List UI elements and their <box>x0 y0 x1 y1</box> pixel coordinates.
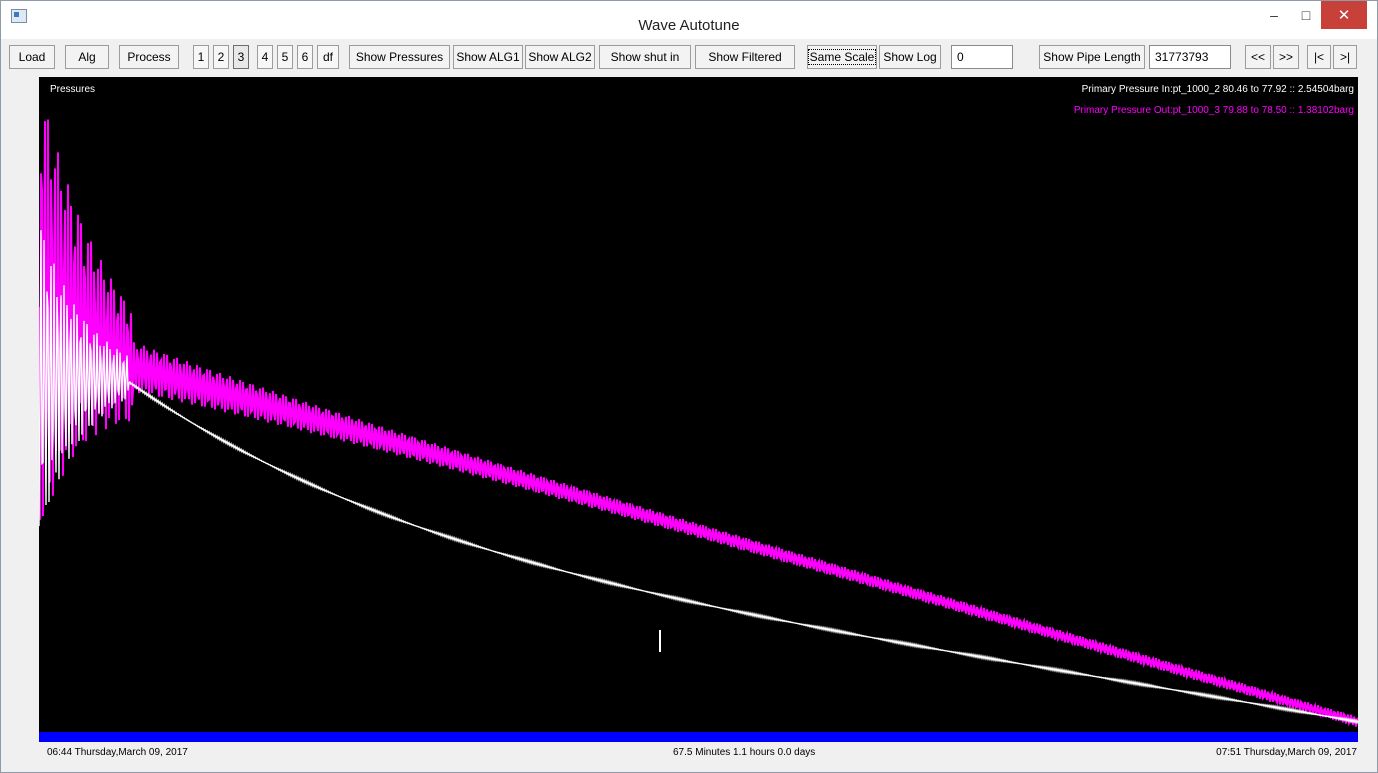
page-5-button[interactable]: 5 <box>277 45 293 69</box>
next-button[interactable]: >> <box>1273 45 1299 69</box>
plot-title: Pressures <box>50 84 96 95</box>
app-window-icon <box>11 9 27 23</box>
process-button[interactable]: Process <box>119 45 179 69</box>
alg-button[interactable]: Alg <box>65 45 109 69</box>
end-time-label: 07:51 Thursday,March 09, 2017 <box>1216 747 1357 758</box>
page-1-button[interactable]: 1 <box>193 45 209 69</box>
show-log-button[interactable]: Show Log <box>879 45 941 69</box>
pressure-out-series <box>39 119 1358 727</box>
plot-canvas <box>39 119 1358 727</box>
pipe-length-field[interactable]: 31773793 <box>1149 45 1231 69</box>
same-scale-label: Same Scale <box>807 49 877 65</box>
page-3-button[interactable]: 3 <box>233 45 249 69</box>
first-button[interactable]: |< <box>1307 45 1331 69</box>
show-alg1-button[interactable]: Show ALG1 <box>453 45 523 69</box>
time-cursor-marker[interactable] <box>659 630 661 652</box>
last-button[interactable]: >| <box>1333 45 1357 69</box>
page-6-button[interactable]: 6 <box>297 45 313 69</box>
start-time-label: 06:44 Thursday,March 09, 2017 <box>47 747 188 758</box>
show-shut-in-button[interactable]: Show shut in <box>599 45 691 69</box>
pressure-plot[interactable]: Pressures Primary Pressure In:pt_1000_2 … <box>39 77 1358 732</box>
same-scale-button[interactable]: Same Scale <box>807 45 877 69</box>
time-scrollbar[interactable] <box>39 732 1358 742</box>
previous-button[interactable]: << <box>1245 45 1271 69</box>
show-pressures-button[interactable]: Show Pressures <box>349 45 450 69</box>
title-bar: Wave Autotune – □ ✕ <box>1 1 1377 39</box>
pressure-in-series <box>39 230 1358 725</box>
legend-pressure-out: Primary Pressure Out:pt_1000_3 79.88 to … <box>1073 105 1354 116</box>
maximize-button[interactable]: □ <box>1301 7 1311 23</box>
duration-label: 67.5 Minutes 1.1 hours 0.0 days <box>673 747 816 758</box>
page-2-button[interactable]: 2 <box>213 45 229 69</box>
window-title: Wave Autotune <box>638 17 740 34</box>
show-alg2-button[interactable]: Show ALG2 <box>525 45 595 69</box>
show-pipe-length-button[interactable]: Show Pipe Length <box>1039 45 1145 69</box>
page-df-button[interactable]: df <box>317 45 339 69</box>
legend-pressure-in: Primary Pressure In:pt_1000_2 80.46 to 7… <box>1081 84 1354 95</box>
minimize-button[interactable]: – <box>1270 7 1278 23</box>
value-input[interactable]: 0 <box>951 45 1013 69</box>
show-filtered-button[interactable]: Show Filtered <box>695 45 795 69</box>
close-button[interactable]: ✕ <box>1321 1 1367 29</box>
toolbar: Load Alg Process 1 2 3 4 5 6 df Show Pre… <box>1 45 1377 71</box>
load-button[interactable]: Load <box>9 45 55 69</box>
page-4-button[interactable]: 4 <box>257 45 273 69</box>
